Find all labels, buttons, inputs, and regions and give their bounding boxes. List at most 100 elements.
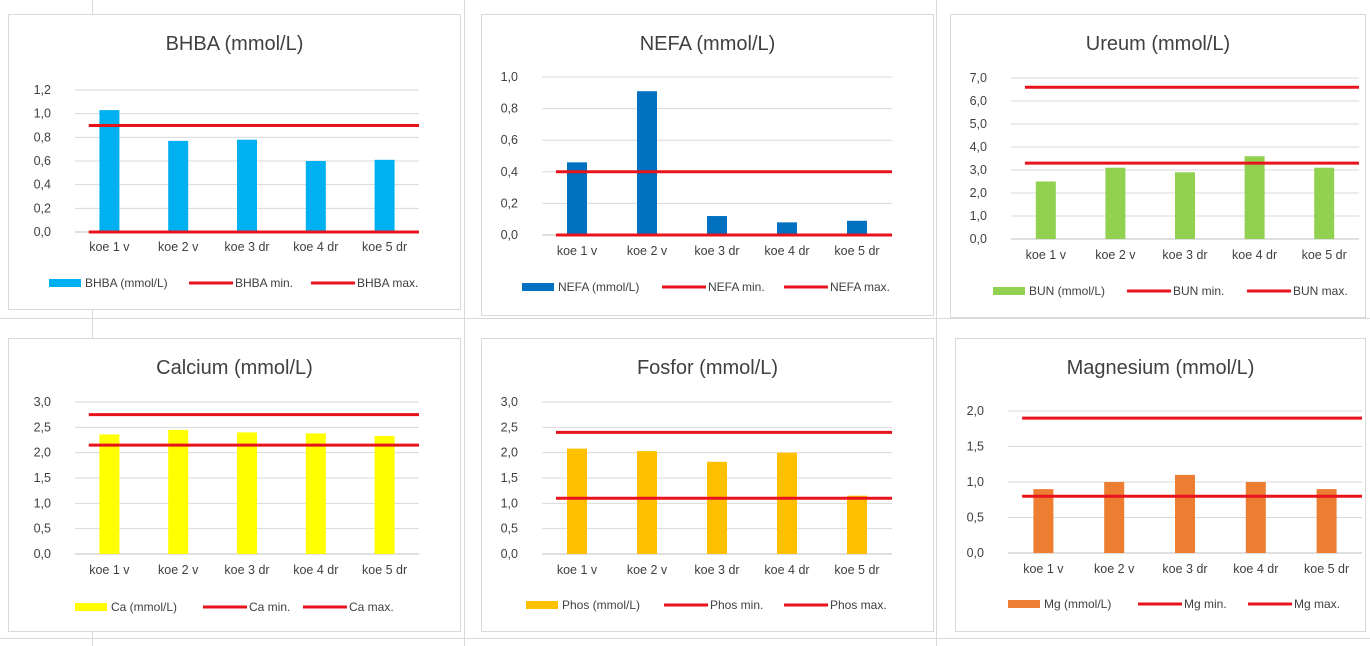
sheet-gridline	[92, 0, 93, 646]
bar	[99, 434, 120, 554]
chart-panel-fosfor[interactable]: Fosfor (mmol/L) 0,0 0,5 1,0 1,5 2,0 2,5 3,0 koe…	[481, 338, 934, 632]
bar	[305, 433, 326, 554]
legend-label: Ca (mmol/L)	[111, 600, 177, 614]
y-tick-label: 2,0	[501, 446, 518, 460]
y-tick-label: 0,0	[501, 228, 518, 242]
y-tick-label: 0,4	[34, 178, 51, 192]
chart-svg: 0,0 0,5 1,0 1,5 2,0 koe 1 v koe 2 v koe 3 dr koe…	[967, 404, 1362, 611]
x-tick-label: koe 5 dr	[1304, 562, 1349, 576]
bar	[707, 461, 727, 554]
legend-label: Mg (mmol/L)	[1044, 597, 1111, 611]
y-tick-label: 1,0	[34, 107, 51, 121]
y-tick-label: 0,4	[501, 165, 518, 179]
y-tick-label: 1,0	[34, 496, 51, 510]
x-tick-label: koe 1 v	[557, 244, 598, 258]
bar	[168, 140, 189, 232]
y-tick-label: 2,0	[967, 404, 984, 418]
chart-svg: 0,0 0,5 1,0 1,5 2,0 2,5 3,0 koe 1 v koe 2 v koe 3…	[501, 395, 892, 612]
chart-svg: 0,0 1,0 2,0 3,0 4,0 5,0 6,0 7,0 koe 1 v koe 2 v ko…	[970, 71, 1359, 298]
chart-title: Magnesium (mmol/L)	[1066, 357, 1255, 379]
y-tick-label: 0,0	[501, 547, 518, 561]
y-tick-label: 1,5	[34, 471, 51, 485]
x-tick-label: koe 3 dr	[694, 244, 739, 258]
y-tick-label: 1,0	[970, 209, 987, 223]
bar	[374, 435, 395, 554]
x-tick-label: koe 3 dr	[694, 563, 739, 577]
y-tick-label: 2,5	[34, 420, 51, 434]
chart-panel-magnesium[interactable]: Magnesium (mmol/L) 0,0 0,5 1,0 1,5 2,0 koe 1 …	[955, 338, 1366, 632]
x-tick-label: koe 4 dr	[293, 563, 338, 577]
x-tick-label: koe 5 dr	[362, 240, 407, 254]
legend-label: NEFA max.	[830, 280, 890, 294]
x-tick-label: koe 2 v	[158, 240, 199, 254]
x-tick-label: koe 5 dr	[834, 244, 879, 258]
bar	[1314, 167, 1335, 239]
bar	[237, 139, 257, 232]
legend-swatch	[49, 279, 81, 287]
chart-title: Ureum (mmol/L)	[1085, 33, 1231, 55]
y-tick-label: 3,0	[501, 395, 518, 409]
y-tick-label: 0,5	[967, 511, 984, 525]
chart-panel-ureum[interactable]: Ureum (mmol/L) 0,0 1,0 2,0 3,0 4,0 5,0 6,0 7,0 k…	[950, 14, 1366, 318]
legend-label: NEFA (mmol/L)	[558, 280, 639, 294]
bar	[847, 220, 867, 235]
y-tick-label: 1,2	[34, 83, 51, 97]
legend-swatch	[522, 283, 554, 291]
x-tick-label: koe 4 dr	[1232, 248, 1277, 262]
bar	[777, 222, 797, 235]
legend-label: BUN (mmol/L)	[1029, 284, 1105, 298]
y-tick-label: 6,0	[970, 94, 987, 108]
legend-label: BUN max.	[1293, 284, 1348, 298]
y-tick-label: 0,6	[34, 154, 51, 168]
legend-label: BHBA (mmol/L)	[85, 276, 168, 290]
chart-svg: 0,0 0,2 0,4 0,6 0,8 1,0 1,2 koe 1 v koe 2 v koe 3…	[34, 83, 419, 290]
legend-swatch	[526, 601, 558, 609]
bar	[567, 162, 587, 235]
legend-swatch	[993, 287, 1025, 295]
chart-panel-bhba[interactable]: BHBA (mmol/L) 0,0 0,2 0,4 0,6 0,8 1,0 1,2 koe 1…	[8, 14, 461, 310]
legend-label: BUN min.	[1173, 284, 1224, 298]
x-tick-label: koe 2 v	[158, 563, 199, 577]
legend-swatch	[1008, 600, 1040, 608]
bar	[237, 432, 257, 554]
y-tick-label: 0,5	[34, 522, 51, 536]
x-tick-label: koe 5 dr	[1302, 248, 1347, 262]
x-tick-label: koe 4 dr	[764, 244, 809, 258]
x-tick-label: koe 5 dr	[834, 563, 879, 577]
x-tick-label: koe 1 v	[557, 563, 598, 577]
y-tick-label: 2,0	[970, 186, 987, 200]
bar	[567, 448, 587, 554]
y-tick-label: 4,0	[970, 140, 987, 154]
y-tick-label: 0,2	[34, 201, 51, 215]
legend-label: Phos (mmol/L)	[562, 598, 640, 612]
legend-label: BHBA max.	[357, 276, 418, 290]
y-tick-label: 0,6	[501, 133, 518, 147]
bar	[1175, 474, 1195, 553]
chart-title: NEFA (mmol/L)	[639, 33, 776, 55]
sheet-gridline	[464, 0, 465, 646]
legend-label: Ca min.	[249, 600, 290, 614]
sheet-gridline	[936, 0, 937, 646]
bar	[1105, 167, 1126, 239]
x-tick-label: koe 1 v	[1026, 248, 1067, 262]
y-tick-label: 0,5	[501, 522, 518, 536]
x-tick-label: koe 1 v	[89, 240, 130, 254]
x-tick-label: koe 5 dr	[362, 563, 407, 577]
chart-title: Calcium (mmol/L)	[156, 357, 313, 379]
chart-panel-nefa[interactable]: NEFA (mmol/L) 0,0 0,2 0,4 0,6 0,8 1,0 koe 1 v k…	[481, 14, 934, 316]
chart-panel-calcium[interactable]: Calcium (mmol/L) 0,0 0,5 1,0 1,5 2,0 2,5 3,0 ko…	[8, 338, 461, 632]
legend-swatch	[75, 603, 107, 611]
bar	[1316, 489, 1337, 553]
x-tick-label: koe 4 dr	[1233, 562, 1278, 576]
x-tick-label: koe 3 dr	[1162, 562, 1207, 576]
bar	[637, 451, 657, 554]
legend-label: Ca max.	[349, 600, 394, 614]
bar	[374, 159, 395, 232]
bar	[637, 91, 657, 235]
bar	[1244, 156, 1265, 239]
chart-title: Fosfor (mmol/L)	[636, 357, 779, 379]
x-tick-label: koe 1 v	[1023, 562, 1064, 576]
sheet-gridline	[0, 638, 1370, 639]
bar	[1245, 482, 1266, 553]
y-tick-label: 1,5	[501, 471, 518, 485]
